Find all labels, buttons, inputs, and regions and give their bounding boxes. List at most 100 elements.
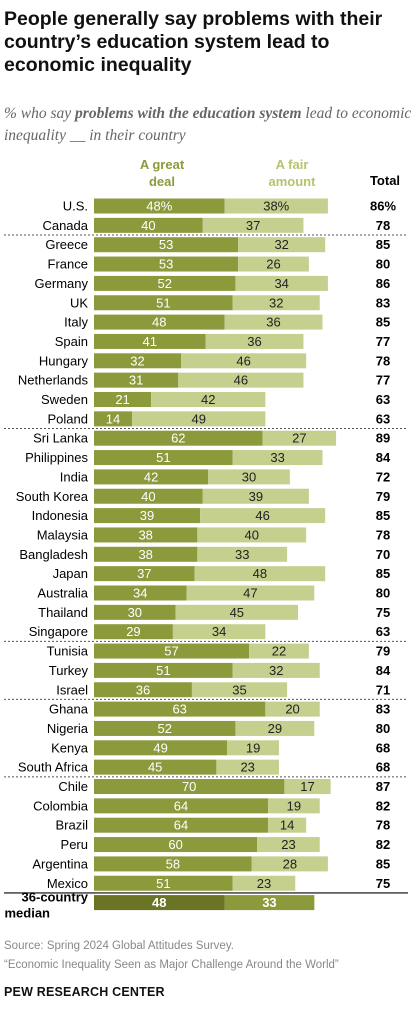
bar-fair-amount-colombia (268, 798, 320, 814)
country-label-thailand: Thailand (38, 605, 88, 620)
bar-fair-amount-japan (194, 566, 326, 582)
value-great-deal-hungary: 32 (130, 353, 144, 368)
bar-great-deal-poland (94, 411, 133, 427)
bar-great-deal-italy (94, 314, 225, 330)
bar-fair-amount-germany (235, 275, 328, 291)
bar-fair-amount-uk (232, 295, 320, 311)
bar-great-deal-israel (94, 682, 192, 698)
total-germany: 86 (376, 276, 390, 291)
value-great-deal-greece: 53 (159, 237, 173, 252)
source-line-1: Source: Spring 2024 Global Attitudes Sur… (4, 940, 234, 952)
total-sweden: 63 (376, 392, 390, 407)
country-label-peru: Peru (61, 837, 88, 852)
bar-great-deal-hungary (94, 353, 182, 369)
value-great-deal-italy: 48 (152, 315, 166, 330)
chart-subtitle: % who say problems with the education sy… (4, 103, 414, 147)
country-label-spain: Spain (55, 334, 88, 349)
total-peru: 82 (376, 837, 390, 852)
total-mexico: 75 (376, 876, 390, 891)
value-great-deal-israel: 36 (136, 682, 150, 697)
total-brazil: 78 (376, 818, 390, 833)
bar-fair-amount-turkey (232, 662, 320, 678)
bar-great-deal-sri-lanka (94, 430, 263, 446)
value-fair-amount-south-africa: 23 (240, 760, 254, 775)
country-label-canada: Canada (42, 218, 88, 233)
country-label-colombia: Colombia (33, 798, 89, 813)
country-label-netherlands: Netherlands (18, 373, 89, 388)
value-great-deal-chile: 70 (182, 779, 196, 794)
total-israel: 71 (376, 682, 390, 697)
country-label-south-africa: South Africa (18, 760, 89, 775)
bar-great-deal-ghana (94, 701, 266, 717)
total-singapore: 63 (376, 624, 390, 639)
country-label-chile: Chile (58, 779, 88, 794)
total-indonesia: 85 (376, 508, 390, 523)
value-fair-amount-south-korea: 39 (249, 489, 263, 504)
value-great-deal-india: 42 (144, 469, 158, 484)
bar-fair-amount-philippines (232, 450, 323, 466)
value-fair-amount-malaysia: 40 (245, 527, 259, 542)
bar-great-deal-spain (94, 333, 206, 349)
value-great-deal-turkey: 51 (156, 663, 170, 678)
value-great-deal-mexico: 51 (156, 876, 170, 891)
total-uk: 83 (376, 295, 390, 310)
value-great-deal-bangladesh: 38 (138, 547, 152, 562)
value-fair-amount-netherlands: 46 (234, 373, 248, 388)
value-great-deal-ghana: 63 (172, 702, 186, 717)
bar-fair-amount-spain (205, 333, 304, 349)
bar-fair-amount-brazil (268, 817, 307, 833)
bar-fair-amount-france (238, 256, 309, 272)
bar-fair-amount-argentina (251, 856, 328, 872)
bar-great-deal-kenya (94, 740, 228, 756)
value-fair-amount-36-country-median: 33 (262, 895, 276, 910)
bar-great-deal-bangladesh (94, 546, 198, 562)
bar-great-deal-malaysia (94, 527, 198, 543)
value-fair-amount-canada: 37 (246, 218, 260, 233)
header-great-deal: A great deal (139, 157, 185, 189)
country-label-singapore: Singapore (29, 624, 88, 639)
country-label-bangladesh: Bangladesh (19, 547, 88, 562)
value-fair-amount-brazil: 14 (280, 818, 294, 833)
bar-great-deal-argentina (94, 856, 252, 872)
chart-title: People generally say problems with their… (4, 8, 383, 76)
bar-fair-amount-thailand (175, 604, 298, 620)
value-great-deal-argentina: 58 (166, 856, 180, 871)
value-great-deal-kenya: 49 (153, 740, 167, 755)
total-canada: 78 (376, 218, 390, 233)
bar-fair-amount-kenya (227, 740, 279, 756)
value-great-deal-peru: 60 (168, 837, 182, 852)
bar-fair-amount-36-country-median (224, 895, 315, 911)
bar-great-deal-indonesia (94, 508, 201, 524)
bar-fair-amount-israel (191, 682, 288, 698)
subtitle-bold: problems with the education system (75, 105, 302, 122)
header-total: Total (369, 173, 401, 188)
bar-fair-amount-australia (186, 585, 315, 601)
total-italy: 85 (376, 315, 390, 330)
bar-fair-amount-india (208, 469, 290, 485)
value-fair-amount-chile: 17 (300, 779, 314, 794)
value-fair-amount-colombia: 19 (287, 798, 301, 813)
total-hungary: 78 (376, 353, 390, 368)
bar-great-deal-chile (94, 779, 285, 794)
total-colombia: 82 (376, 798, 390, 813)
value-fair-amount-israel: 35 (232, 682, 246, 697)
value-great-deal-poland: 14 (106, 411, 120, 426)
bar-great-deal-canada (94, 217, 203, 233)
value-fair-amount-greece: 32 (274, 237, 288, 252)
value-great-deal-canada: 40 (141, 218, 155, 233)
bar-fair-amount-bangladesh (197, 546, 288, 562)
bar-great-deal-south-korea (94, 488, 203, 504)
value-great-deal-australia: 34 (133, 586, 147, 601)
total-tunisia: 79 (376, 644, 390, 659)
bar-fair-amount-indonesia (200, 508, 326, 524)
bar-great-deal-uk (94, 295, 233, 311)
bar-fair-amount-south-africa (216, 759, 279, 775)
bar-fair-amount-singapore (172, 624, 266, 640)
value-fair-amount-kenya: 19 (246, 740, 260, 755)
total-ghana: 83 (376, 702, 390, 717)
country-label-greece: Greece (45, 237, 88, 252)
value-great-deal-nigeria: 52 (157, 721, 171, 736)
value-great-deal-south-korea: 40 (141, 489, 155, 504)
total-france: 80 (376, 257, 390, 272)
value-great-deal-brazil: 64 (174, 818, 188, 833)
